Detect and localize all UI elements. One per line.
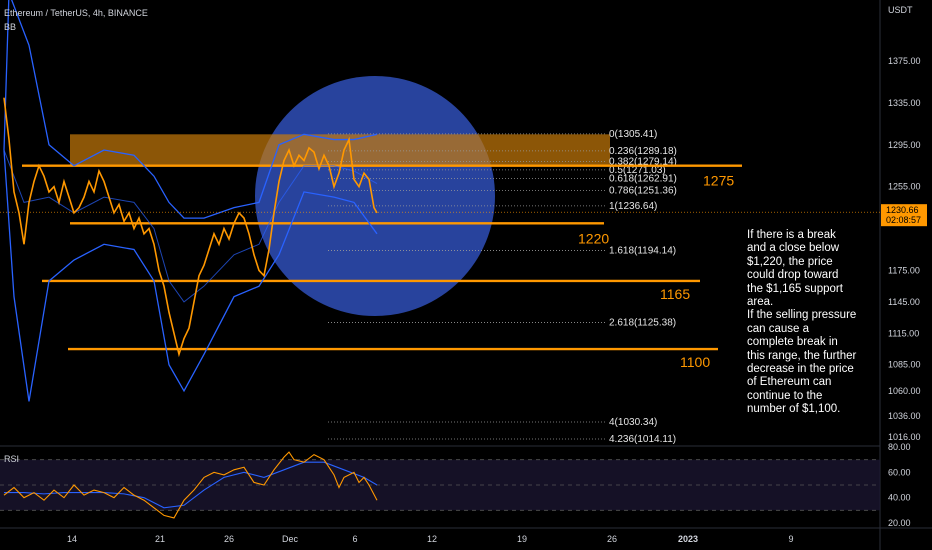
fib-label: 4(1030.34): [609, 417, 657, 428]
time-tick: Dec: [282, 534, 299, 544]
fib-label: 1(1236.64): [609, 201, 657, 212]
price-tick: 1145.00: [888, 297, 920, 307]
level-label: 1275: [703, 173, 734, 189]
fib-label: 2.618(1125.38): [609, 317, 676, 328]
symbol-title: Ethereum / TetherUS, 4h, BINANCE: [4, 8, 148, 18]
rsi-tick: 20.00: [888, 518, 911, 528]
price-tick: 1115.00: [888, 328, 919, 338]
price-tick: 1036.00: [888, 411, 921, 421]
rsi-line: [3, 451, 378, 519]
time-tick: 19: [517, 534, 527, 544]
rsi-label: RSI: [4, 454, 20, 464]
indicator-label: BB: [4, 22, 17, 32]
bb-lower: [3, 149, 378, 402]
fib-label: 0.382(1279.14): [609, 156, 677, 167]
time-tick: 26: [607, 534, 617, 544]
last-price-badge: [881, 204, 927, 227]
currency-label: USDT: [888, 5, 913, 15]
rsi-tick: 80.00: [888, 442, 911, 452]
fib-label: 0.786(1251.36): [609, 185, 677, 196]
fib-label: 0.618(1262.91): [609, 173, 677, 184]
time-tick: 12: [427, 534, 437, 544]
price-tick: 1016.00: [888, 432, 921, 442]
fib-label: 1.618(1194.14): [609, 245, 676, 256]
time-tick: 2023: [678, 534, 698, 544]
time-tick: 26: [224, 534, 234, 544]
fib-label: 4.236(1014.11): [609, 434, 676, 445]
rsi-tick: 40.00: [888, 493, 911, 503]
time-tick: 6: [352, 534, 357, 544]
price-tick: 1295.00: [888, 140, 921, 150]
fib-label: 0.236(1289.18): [609, 146, 677, 157]
last-price-value: 1230.66: [886, 205, 919, 215]
rsi-tick: 60.00: [888, 467, 911, 477]
level-label: 1165: [660, 286, 690, 302]
price-tick: 1255.00: [888, 182, 921, 192]
fib-label: 0(1305.41): [609, 129, 657, 140]
price-tick: 1060.00: [888, 386, 921, 396]
bb-upper: [3, 0, 378, 219]
price-tick: 1175.00: [888, 265, 920, 275]
countdown-value: 02:08:57: [886, 215, 921, 225]
analysis-note: If there is a break and a close below $1…: [747, 229, 857, 416]
price-tick: 1335.00: [888, 98, 921, 108]
level-label: 1220: [578, 230, 609, 246]
price-line: [3, 97, 378, 358]
time-tick: 21: [155, 534, 165, 544]
time-tick: 14: [67, 534, 77, 544]
price-tick: 1375.00: [888, 56, 921, 66]
bb-mid: [3, 149, 378, 303]
level-label: 1100: [680, 354, 710, 370]
price-tick: 1085.00: [888, 360, 921, 370]
time-tick: 9: [788, 534, 793, 544]
fib-label: 0.5(1271.03): [609, 165, 666, 176]
